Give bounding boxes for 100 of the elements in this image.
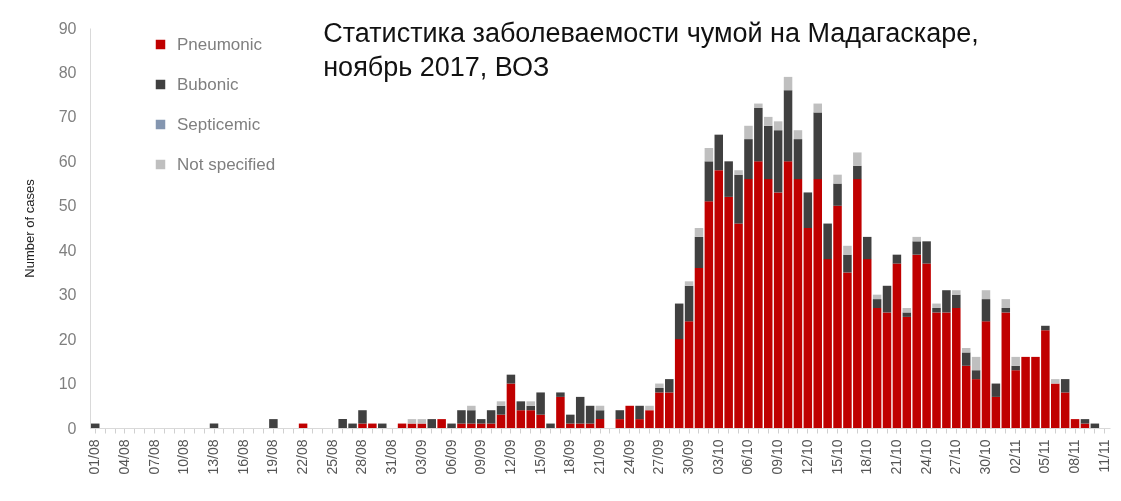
bar <box>1011 365 1020 371</box>
x-tick-label: 18/09 <box>561 439 578 475</box>
bar <box>882 285 892 313</box>
bar <box>506 383 516 428</box>
bar <box>902 312 912 317</box>
bar <box>952 290 961 295</box>
bar <box>378 423 387 428</box>
bar <box>506 374 516 384</box>
bar <box>704 161 714 202</box>
bar <box>872 308 882 428</box>
bar <box>744 125 753 140</box>
bar <box>645 405 654 411</box>
x-tick-label: 13/08 <box>205 439 222 475</box>
bar <box>674 303 684 340</box>
x-tick-label: 05/11 <box>1036 439 1053 474</box>
bar <box>1080 419 1090 424</box>
bar <box>546 423 555 428</box>
bar <box>991 383 1001 397</box>
x-tick-label: 10/08 <box>175 439 192 475</box>
bar <box>813 103 822 113</box>
y-tick-label: 80 <box>58 63 77 81</box>
legend-label: Not specified <box>177 154 276 174</box>
x-tick-label: 12/10 <box>798 439 815 475</box>
x-tick-label: 19/08 <box>264 439 281 475</box>
bar <box>694 228 704 237</box>
bar <box>269 419 278 428</box>
y-tick-label: 40 <box>58 241 77 259</box>
bar <box>437 419 446 428</box>
bar <box>585 405 595 424</box>
bar <box>90 423 100 428</box>
bar <box>704 148 714 162</box>
y-tick-label: 0 <box>67 419 77 437</box>
x-tick-label: 09/10 <box>769 439 786 475</box>
bar <box>971 356 981 371</box>
bar <box>1070 419 1080 428</box>
x-tick-label: 28/08 <box>353 439 370 475</box>
bar <box>615 410 625 420</box>
bar <box>872 299 882 308</box>
bar <box>1060 379 1070 393</box>
x-tick-label: 08/11 <box>1066 439 1083 474</box>
bar <box>833 183 842 206</box>
x-tick-label: 30/10 <box>976 439 993 475</box>
x-tick-label: 03/09 <box>412 439 429 475</box>
bar <box>496 405 506 415</box>
bar <box>793 179 803 428</box>
bar <box>635 405 644 420</box>
bar <box>783 76 793 91</box>
x-tick-label: 11/11 <box>1095 439 1112 473</box>
x-tick-label: 09/09 <box>472 439 489 475</box>
bar <box>684 321 694 428</box>
bar <box>1001 299 1011 308</box>
y-tick-label: 50 <box>58 197 77 215</box>
bar <box>526 401 535 406</box>
x-tick-label: 04/08 <box>115 439 132 475</box>
bar <box>961 352 971 366</box>
bar <box>684 281 694 286</box>
chart-title: Статистика заболеваемости чумой на Мадагаскаре, ноябрь 2017, ВОЗ <box>323 18 979 82</box>
bar <box>496 414 506 428</box>
bar <box>655 383 664 388</box>
bar <box>981 299 991 322</box>
x-tick-label: 01/08 <box>86 439 103 475</box>
x-tick-label: 21/10 <box>887 439 904 475</box>
bar <box>843 254 852 273</box>
legend-label: Septicemic <box>177 114 261 134</box>
x-tick-label: 03/10 <box>709 439 726 475</box>
x-tick-label: 31/08 <box>383 439 400 475</box>
bar <box>595 410 605 420</box>
x-tick-label: 18/10 <box>858 439 875 475</box>
x-tick-label: 06/10 <box>739 439 756 475</box>
y-tick-label: 90 <box>58 19 77 37</box>
bar <box>843 245 852 255</box>
bar <box>417 419 427 424</box>
bar <box>704 201 714 428</box>
bar <box>803 192 813 228</box>
bar <box>971 379 981 428</box>
x-tick-label: 27/09 <box>650 439 667 475</box>
x-tick-label: 15/10 <box>828 439 845 475</box>
bar <box>981 290 991 300</box>
x-tick-label: 15/09 <box>531 439 548 475</box>
bar <box>892 254 902 264</box>
y-tick-label: 20 <box>58 330 77 348</box>
x-tick-label: 12/09 <box>501 439 518 475</box>
bar <box>882 312 892 428</box>
bar <box>754 103 763 108</box>
bar <box>486 410 496 424</box>
bar <box>1011 356 1020 366</box>
y-tick-label: 10 <box>58 375 77 393</box>
bar <box>556 392 565 397</box>
bar <box>862 236 872 260</box>
bar <box>1051 379 1060 384</box>
y-tick-label: 30 <box>58 286 77 304</box>
bar <box>971 370 981 380</box>
bar <box>853 165 862 180</box>
bar <box>793 130 803 140</box>
bar <box>783 90 793 162</box>
bar <box>467 405 476 411</box>
legend-label: Pneumonic <box>177 34 263 54</box>
bar <box>1041 325 1050 331</box>
x-tick-label: 02/11 <box>1006 439 1023 474</box>
bar <box>407 419 417 424</box>
